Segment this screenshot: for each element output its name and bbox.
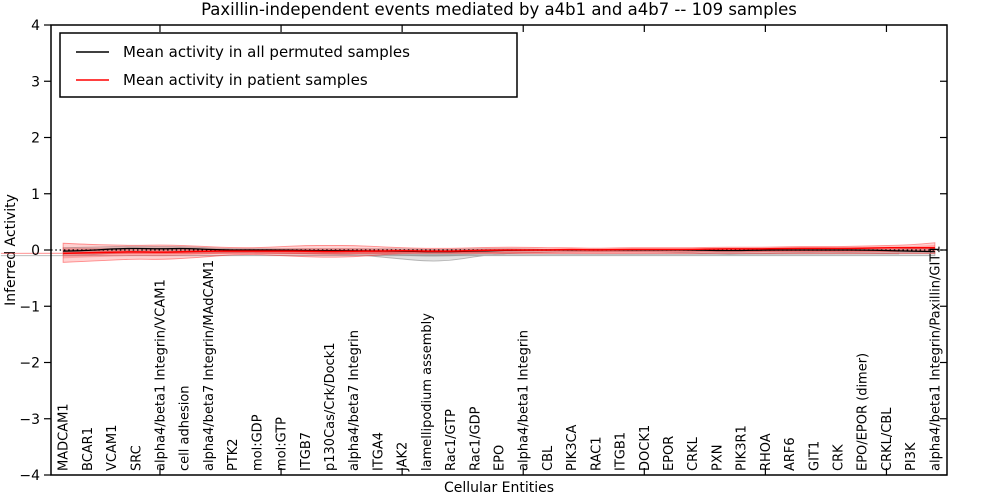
- y-tick-label: 4: [31, 18, 40, 34]
- x-tick-label: PIK3CA: [565, 424, 580, 471]
- x-tick-label: PIK3R1: [735, 425, 750, 471]
- x-tick-label: cell adhesion: [178, 385, 193, 471]
- x-tick-label: PI3K: [904, 442, 919, 471]
- legend-label-permuted: Mean activity in all permuted samples: [123, 43, 410, 61]
- x-tick-label: p130Cas/Crk/Dock1: [323, 342, 338, 471]
- x-tick-label: RAC1: [589, 436, 604, 471]
- x-tick-label: alpha4/beta1 Integrin/VCAM1: [153, 279, 168, 471]
- y-tick-label: 2: [31, 131, 40, 147]
- x-tick-label: GIT1: [807, 441, 822, 471]
- y-tick-label: 3: [31, 74, 40, 90]
- x-axis-label: Cellular Entities: [444, 480, 554, 496]
- x-tick-label: Rac1/GTP: [444, 409, 459, 471]
- x-tick-label: mol:GTP: [275, 417, 290, 471]
- y-tick-label: 0: [31, 243, 40, 259]
- x-tick-label: lamellipodium assembly: [420, 313, 435, 471]
- x-tick-label: CBL: [541, 445, 556, 471]
- x-tick-label: MADCAM1: [57, 403, 72, 471]
- x-tick-label: SRC: [129, 445, 144, 471]
- legend-label-patient: Mean activity in patient samples: [123, 71, 368, 89]
- x-tick-label: CRK: [832, 444, 847, 471]
- x-tick-label: EPO: [493, 445, 508, 471]
- x-tick-label: CRKL/CBL: [880, 407, 895, 471]
- y-tick-label: −2: [19, 356, 40, 372]
- y-tick-label: −4: [19, 468, 40, 484]
- axis-ticks: [44, 24, 947, 476]
- x-tick-label: EPOR: [662, 436, 677, 471]
- y-axis-label: Inferred Activity: [3, 194, 19, 306]
- y-tick-label: 1: [31, 187, 40, 203]
- x-tick-label: VCAM1: [105, 425, 120, 471]
- x-tick-labels: MADCAM1 BCAR1 VCAM1 SRC alpha4/beta1 Integri…: [57, 245, 944, 472]
- x-tick-label: PXN: [710, 445, 725, 471]
- x-tick-label: JAK2: [396, 442, 411, 472]
- x-tick-label: Rac1/GDP: [468, 406, 483, 471]
- x-tick-label: RHOA: [759, 433, 774, 471]
- x-tick-label: alpha4/beta1 Integrin/Paxillin/GIT1: [928, 245, 943, 471]
- x-tick-label: CRKL: [686, 436, 701, 471]
- x-tick-label: ARF6: [783, 437, 798, 471]
- x-tick-label: alpha4/beta7 Integrin/MAdCAM1: [202, 260, 217, 471]
- legend-box: [59, 32, 518, 98]
- x-tick-label: DOCK1: [638, 425, 653, 471]
- x-tick-label: ITGA4: [371, 432, 386, 471]
- legend-item-patient: Mean activity in patient samples: [76, 71, 368, 89]
- x-tick-label: PTK2: [226, 438, 241, 471]
- legend: Mean activity in all permuted samples Me…: [59, 32, 518, 98]
- x-tick-label: alpha4/beta7 Integrin: [347, 330, 362, 471]
- y-tick-label: −1: [19, 299, 40, 315]
- legend-item-permuted: Mean activity in all permuted samples: [76, 43, 410, 61]
- chart-title: Paxillin-independent events mediated by …: [201, 0, 797, 19]
- mean-lines: [63, 246, 935, 255]
- x-tick-label: EPO/EPOR (dimer): [856, 353, 871, 471]
- x-tick-label: ITGB7: [299, 432, 314, 471]
- x-tick-label: BCAR1: [81, 427, 96, 471]
- x-tick-label: ITGB1: [614, 432, 629, 471]
- y-tick-labels: 4 3 2 1 0 −1 −2 −3 −4: [19, 18, 40, 484]
- x-tick-label: alpha4/beta1 Integrin: [517, 330, 532, 471]
- x-tick-label: mol:GDP: [250, 414, 265, 471]
- y-tick-label: −3: [19, 412, 40, 428]
